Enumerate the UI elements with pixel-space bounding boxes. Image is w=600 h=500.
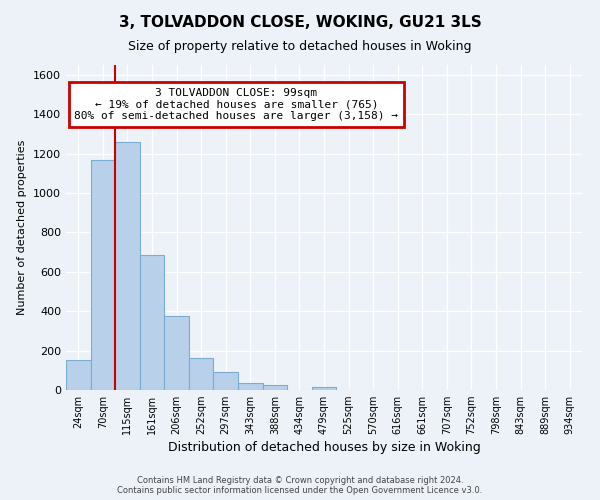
Bar <box>189 358 214 390</box>
Bar <box>115 142 140 390</box>
Bar <box>140 255 164 390</box>
Bar <box>263 385 287 390</box>
Text: Contains HM Land Registry data © Crown copyright and database right 2024.
Contai: Contains HM Land Registry data © Crown c… <box>118 476 482 495</box>
Bar <box>66 360 91 390</box>
Bar <box>238 383 263 390</box>
Text: Size of property relative to detached houses in Woking: Size of property relative to detached ho… <box>128 40 472 53</box>
Bar <box>164 316 189 390</box>
Y-axis label: Number of detached properties: Number of detached properties <box>17 140 28 315</box>
Text: 3 TOLVADDON CLOSE: 99sqm
← 19% of detached houses are smaller (765)
80% of semi-: 3 TOLVADDON CLOSE: 99sqm ← 19% of detach… <box>74 88 398 121</box>
Bar <box>312 387 336 390</box>
Bar <box>91 160 115 390</box>
X-axis label: Distribution of detached houses by size in Woking: Distribution of detached houses by size … <box>167 442 481 454</box>
Text: 3, TOLVADDON CLOSE, WOKING, GU21 3LS: 3, TOLVADDON CLOSE, WOKING, GU21 3LS <box>119 15 481 30</box>
Bar <box>214 372 238 390</box>
